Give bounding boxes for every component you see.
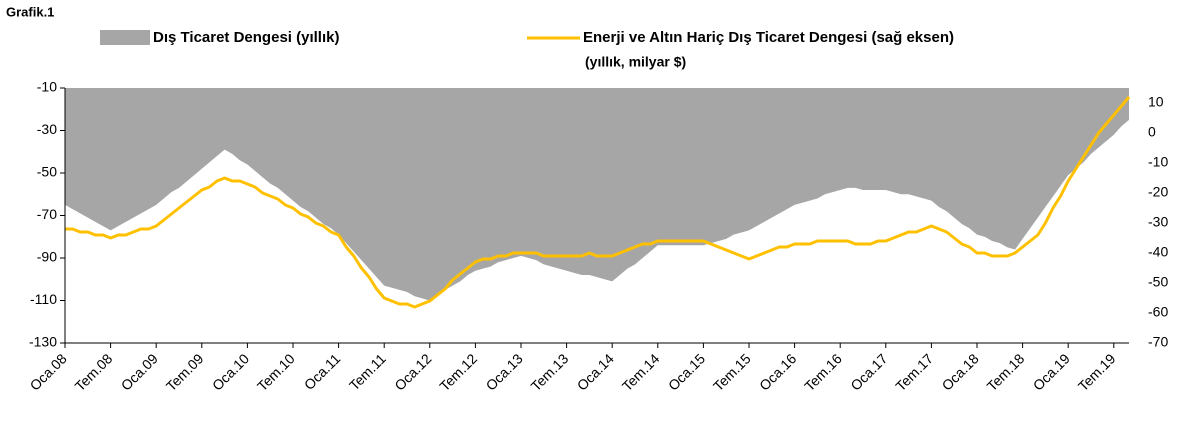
chart-title: Grafik.1 — [6, 4, 54, 19]
x-tick-label: Oca.14 — [574, 350, 617, 393]
x-tick-label: Tem.15 — [710, 350, 754, 394]
y2-tick-label: -30 — [1148, 214, 1168, 230]
x-tick-label: Tem.14 — [619, 350, 663, 394]
line — [65, 96, 1131, 309]
legend-swatch — [100, 30, 150, 45]
y2-tick-label: -40 — [1148, 244, 1168, 260]
y2-tick-label: -50 — [1148, 274, 1168, 290]
x-tick-label: Oca.15 — [665, 350, 708, 393]
x-tick-label: Oca.12 — [391, 350, 434, 393]
x-tick-label: Tem.17 — [892, 350, 936, 394]
x-tick-label: Oca.08 — [27, 350, 70, 393]
y2-tick-label: 0 — [1148, 124, 1156, 140]
y-tick-label: -130 — [29, 334, 57, 350]
area — [65, 88, 1129, 301]
x-tick-label: Oca.10 — [209, 350, 252, 393]
x-tick-label: Oca.19 — [1030, 350, 1073, 393]
x-tick-label: Tem.12 — [436, 350, 480, 394]
x-tick-label: Oca.13 — [483, 350, 526, 393]
legend-label: Dış Ticaret Dengesi (yıllık) — [153, 29, 339, 46]
x-tick-label: Tem.10 — [254, 350, 298, 394]
y2-tick-label: -70 — [1148, 334, 1168, 350]
y2-tick-label: -60 — [1148, 304, 1168, 320]
x-tick-label: Oca.11 — [301, 350, 344, 393]
y2-tick-label: -20 — [1148, 184, 1168, 200]
x-tick-label: Tem.19 — [1075, 350, 1119, 394]
y-tick-label: -70 — [37, 206, 57, 222]
y2-tick-label: -10 — [1148, 154, 1168, 170]
x-tick-label: Tem.09 — [163, 350, 207, 394]
x-tick-label: Oca.09 — [118, 350, 161, 393]
y-tick-label: -30 — [37, 121, 57, 137]
x-tick-label: Tem.08 — [72, 350, 116, 394]
y-tick-label: -90 — [37, 249, 57, 265]
y-tick-label: -50 — [37, 164, 57, 180]
x-tick-label: Tem.16 — [801, 350, 845, 394]
legend-label: Enerji ve Altın Hariç Dış Ticaret Denges… — [583, 29, 954, 46]
x-tick-label: Tem.11 — [346, 350, 389, 393]
x-tick-label: Oca.16 — [756, 350, 799, 393]
x-tick-label: Tem.18 — [984, 350, 1028, 394]
x-tick-label: Oca.17 — [847, 350, 890, 393]
y-tick-label: -10 — [37, 79, 57, 95]
x-tick-label: Tem.13 — [528, 350, 572, 394]
x-tick-label: Oca.18 — [939, 350, 982, 393]
chart-subtitle: (yıllık, milyar $) — [585, 54, 686, 70]
y2-tick-label: 10 — [1148, 94, 1164, 110]
y-tick-label: -110 — [30, 291, 57, 307]
